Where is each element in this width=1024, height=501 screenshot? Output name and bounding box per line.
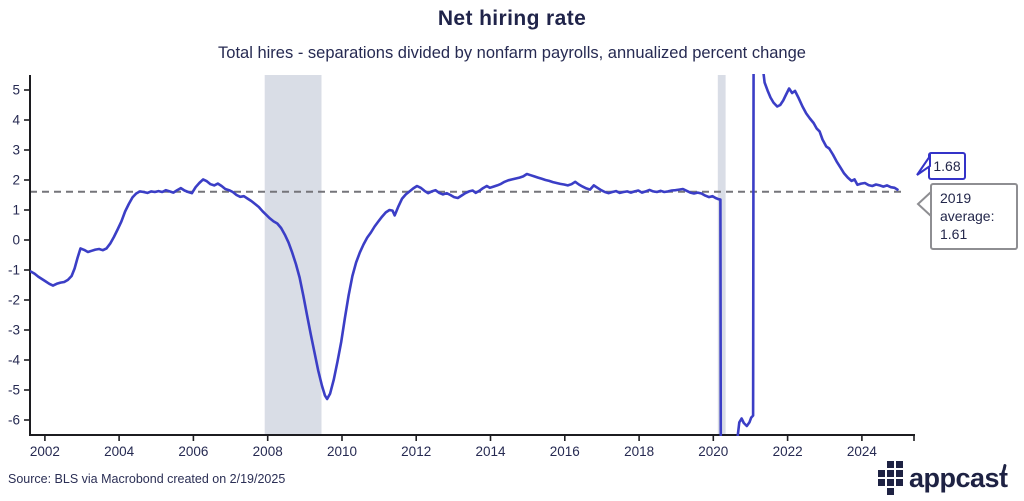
- latest-value-callout: 1.68: [928, 152, 966, 180]
- svg-text:-5: -5: [8, 383, 20, 398]
- svg-text:5: 5: [12, 83, 20, 98]
- svg-text:2012: 2012: [401, 444, 431, 459]
- axes: [24, 75, 915, 441]
- latest-value-label: 1.68: [933, 157, 961, 174]
- svg-text:4: 4: [12, 113, 20, 128]
- svg-text:2008: 2008: [253, 444, 283, 459]
- svg-text:-6: -6: [8, 413, 20, 428]
- svg-text:2022: 2022: [773, 444, 803, 459]
- svg-text:2016: 2016: [550, 444, 580, 459]
- svg-text:-4: -4: [8, 353, 20, 368]
- svg-text:2004: 2004: [104, 444, 135, 459]
- y-axis-tick-labels: -6 -5 -4 -3 -2 -1 0 1 2 3 4 5: [8, 83, 21, 428]
- latest-value-callout-pointer: [916, 154, 931, 176]
- svg-text:2002: 2002: [30, 444, 60, 459]
- svg-text:-3: -3: [8, 323, 20, 338]
- average-callout-pointer: [916, 190, 932, 218]
- average-callout-line2: 1.61: [940, 226, 968, 243]
- svg-text:2024: 2024: [847, 444, 878, 459]
- svg-text:0: 0: [12, 233, 20, 248]
- appcast-logo-icon: [878, 461, 903, 495]
- source-note: Source: BLS via Macrobond created on 2/1…: [8, 472, 286, 486]
- chart-subtitle: Total hires - separations divided by non…: [218, 44, 806, 62]
- chart-title: Net hiring rate: [437, 7, 587, 30]
- net-hiring-rate-line: [30, 74, 899, 436]
- svg-text:-1: -1: [8, 263, 20, 278]
- appcast-logo-text: appcast: [909, 462, 1008, 493]
- average-callout-line1: 2019 average:: [940, 190, 995, 225]
- svg-text:2006: 2006: [178, 444, 208, 459]
- average-value-callout: 2019 average: 1.61: [930, 183, 1018, 250]
- svg-text:3: 3: [12, 143, 20, 158]
- appcast-logo: appcast: [878, 461, 1008, 495]
- svg-text:2018: 2018: [624, 444, 654, 459]
- svg-text:1: 1: [12, 203, 20, 218]
- svg-text:2014: 2014: [475, 444, 506, 459]
- x-axis-tick-labels: 2002 2004 2006 2008 2010 2012 2014 2016 2018 2020…: [30, 444, 878, 459]
- svg-text:2020: 2020: [698, 444, 728, 459]
- svg-text:2010: 2010: [327, 444, 357, 459]
- svg-text:-2: -2: [8, 293, 20, 308]
- svg-text:2: 2: [12, 173, 20, 188]
